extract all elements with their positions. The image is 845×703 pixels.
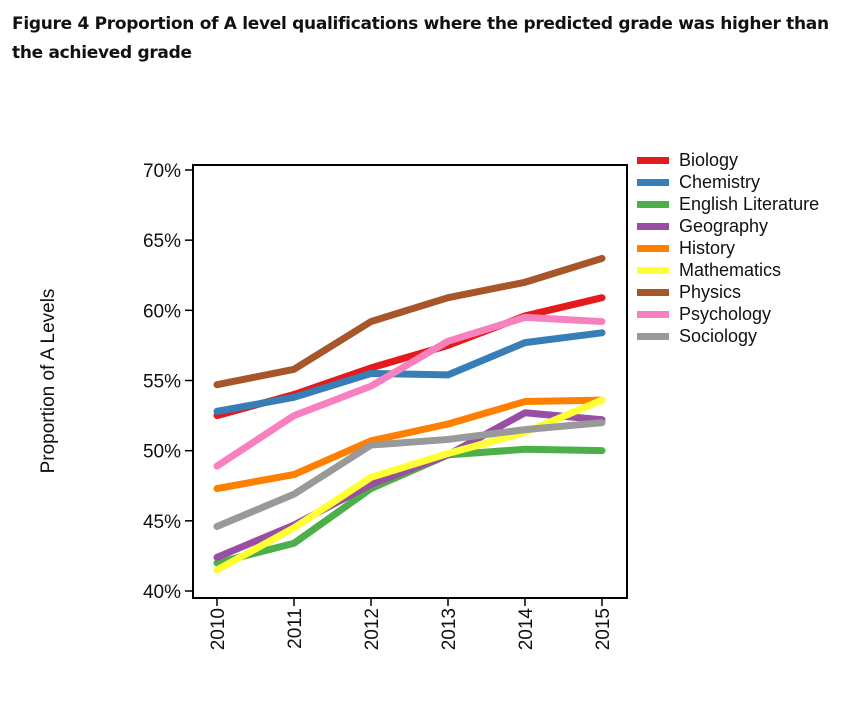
legend-swatch xyxy=(637,311,669,318)
legend-label: Physics xyxy=(679,282,741,302)
legend-swatch xyxy=(637,245,669,252)
y-tick-label: 50% xyxy=(143,442,181,463)
x-tick-label: 2013 xyxy=(439,608,460,650)
y-tick-label: 60% xyxy=(143,301,181,322)
legend-label: Biology xyxy=(679,150,738,170)
legend-label: History xyxy=(679,238,735,258)
legend-swatch xyxy=(637,223,669,230)
legend-swatch xyxy=(637,289,669,296)
legend-swatch xyxy=(637,201,669,208)
series-line-chemistry xyxy=(213,329,606,415)
series-line-history xyxy=(213,396,606,493)
legend-swatch xyxy=(637,179,669,186)
figure-title: Figure 4 Proportion of A level qualifica… xyxy=(12,14,829,63)
x-tick-label: 2012 xyxy=(362,608,383,650)
legend-label: Psychology xyxy=(679,304,771,324)
legend-label: Mathematics xyxy=(679,260,781,280)
x-tick-label: 2015 xyxy=(593,608,614,650)
legend-swatch xyxy=(637,267,669,274)
legend-swatch xyxy=(637,333,669,340)
legend-swatch xyxy=(637,157,669,164)
legend-label: Sociology xyxy=(679,326,757,346)
y-tick-label: 55% xyxy=(143,372,181,393)
x-tick-label: 2014 xyxy=(516,608,537,651)
series-line-psychology xyxy=(213,313,606,470)
series-line-geography xyxy=(213,409,606,561)
x-tick-label: 2010 xyxy=(208,608,229,650)
y-tick-label: 45% xyxy=(143,512,181,533)
plot-frame xyxy=(192,164,628,599)
y-tick-label: 65% xyxy=(143,231,181,252)
legend-label: English Literature xyxy=(679,194,819,214)
legend-label: Geography xyxy=(679,216,768,236)
legend-label: Chemistry xyxy=(679,172,760,192)
y-tick-label: 70% xyxy=(143,161,181,182)
x-tick-label: 2011 xyxy=(285,608,306,649)
y-axis-label: Proportion of A Levels xyxy=(38,289,59,474)
series-line-sociology xyxy=(213,419,606,530)
y-tick-label: 40% xyxy=(143,582,181,603)
series-line-physics xyxy=(213,254,606,389)
